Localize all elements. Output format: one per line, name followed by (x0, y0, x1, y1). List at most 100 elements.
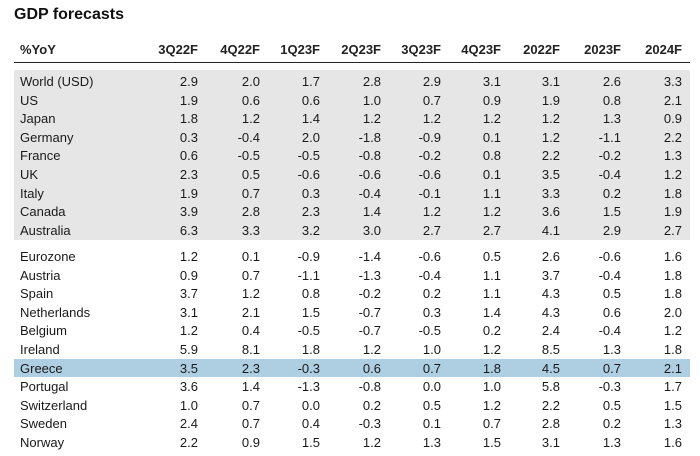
col-header-2024f: 2024F (645, 42, 682, 57)
table-row-belgium: Belgium 1.2 0.4 -0.5 -0.7 -0.5 0.2 2.4 -0.4 1.2 (14, 321, 690, 340)
row-value: -1.3 (297, 379, 320, 395)
row-value: 4.5 (541, 360, 560, 376)
row-value: 1.2 (541, 111, 560, 127)
row-value: 0.6 (362, 360, 381, 376)
table-row-eurozone: Eurozone 1.2 0.1 -0.9 -1.4 -0.6 0.5 2.6 -0.6 1.6 (14, 247, 690, 266)
row-value: 2.3 (179, 167, 198, 182)
row-value: 0.1 (422, 416, 441, 432)
table-row-canada: Canada 3.9 2.8 2.3 1.4 1.2 1.2 3.6 1.5 1.9 (14, 202, 690, 221)
row-value: -1.1 (297, 267, 320, 283)
row-label: World (USD) (20, 74, 94, 89)
row-value: 1.2 (422, 111, 441, 127)
row-value: 0.9 (663, 111, 682, 127)
row-value: 1.2 (241, 111, 260, 127)
col-header-4q23f: 4Q23F (461, 42, 501, 57)
row-value: -0.8 (358, 379, 381, 395)
row-value: 1.3 (422, 435, 441, 450)
row-value: -1.3 (358, 267, 381, 283)
row-value: -0.4 (598, 323, 621, 339)
table-row-netherlands: Netherlands 3.1 2.1 1.5 -0.7 0.3 1.4 4.3 0.6 2.0 (14, 303, 690, 322)
row-value: 1.3 (602, 435, 621, 450)
row-value: 0.7 (482, 416, 501, 432)
row-value: -0.5 (297, 323, 320, 339)
row-value: 1.6 (663, 435, 682, 450)
row-value: 0.2 (422, 286, 441, 302)
row-value: -1.1 (598, 129, 621, 145)
row-value: -0.2 (598, 148, 621, 164)
row-value: 2.2 (663, 129, 682, 145)
row-value: 1.5 (482, 435, 501, 450)
row-value: 1.2 (482, 204, 501, 220)
row-value: 1.0 (422, 342, 441, 357)
row-value: 0.3 (179, 129, 198, 145)
row-value: 3.3 (663, 74, 682, 89)
row-value: 0.9 (482, 92, 501, 108)
col-header-1q23f: 1Q23F (280, 42, 320, 57)
row-value: 0.7 (602, 360, 621, 376)
row-value: 2.8 (541, 416, 560, 432)
row-label: Japan (20, 111, 56, 127)
row-value: 1.0 (482, 379, 501, 395)
row-label: Austria (20, 267, 61, 283)
row-value: 1.6 (663, 249, 682, 264)
row-value: 0.1 (482, 167, 501, 182)
row-value: 4.1 (541, 222, 560, 238)
group1-band (14, 70, 690, 240)
row-value: 1.4 (301, 111, 320, 127)
row-label: Netherlands (20, 304, 91, 320)
row-value: 2.6 (541, 249, 560, 264)
row-value: 1.8 (663, 286, 682, 302)
table-row-japan: Japan 1.8 1.2 1.4 1.2 1.2 1.2 1.2 1.3 0.9 (14, 109, 690, 128)
row-value: 0.6 (602, 304, 621, 320)
row-value: -0.6 (598, 249, 621, 264)
row-value: 3.1 (541, 74, 560, 89)
row-value: -0.5 (237, 148, 260, 164)
header-divider (14, 62, 690, 63)
row-value: 0.3 (422, 304, 441, 320)
row-label: Belgium (20, 323, 67, 339)
row-value: 3.7 (541, 267, 560, 283)
row-value: 0.8 (301, 286, 320, 302)
row-value: 3.1 (482, 74, 501, 89)
row-value: 1.0 (362, 92, 381, 108)
row-value: 3.2 (301, 222, 320, 238)
row-value: -0.6 (358, 167, 381, 182)
row-value: 2.7 (663, 222, 682, 238)
row-label: US (20, 92, 39, 108)
col-header-4q22f: 4Q22F (220, 42, 260, 57)
row-value: 5.9 (179, 342, 198, 357)
row-value: 0.7 (241, 267, 260, 283)
table-row-norway: Norway 2.2 0.9 1.5 1.2 1.3 1.5 3.1 1.3 1.6 (14, 433, 690, 452)
row-value: 3.3 (541, 185, 560, 201)
row-value: 3.0 (362, 222, 381, 238)
col-header-3q23f: 3Q23F (401, 42, 441, 57)
row-value: 2.7 (422, 222, 441, 238)
table-row-switzerland: Switzerland 1.0 0.7 0.0 0.2 0.5 1.2 2.2 0.5 1.5 (14, 396, 690, 415)
row-value: 2.0 (301, 129, 320, 145)
row-value: 2.1 (241, 304, 260, 320)
row-value: 2.8 (362, 74, 381, 89)
row-value: 1.8 (482, 360, 501, 376)
table-row-spain: Spain 3.7 1.2 0.8 -0.2 0.2 1.1 4.3 0.5 1.8 (14, 284, 690, 303)
row-value: 1.3 (663, 148, 682, 164)
row-value: 2.2 (541, 148, 560, 164)
row-value: 0.4 (241, 323, 260, 339)
row-value: 0.4 (301, 416, 320, 432)
row-value: 1.5 (602, 204, 621, 220)
row-label: Italy (20, 185, 44, 201)
row-value: 0.5 (241, 167, 260, 182)
row-label: Switzerland (20, 397, 88, 413)
row-value: -0.2 (418, 148, 441, 164)
row-value: -1.4 (358, 249, 381, 264)
row-value: 1.3 (663, 416, 682, 432)
row-value: 1.2 (241, 286, 260, 302)
row-value: 1.2 (422, 204, 441, 220)
row-value: 1.3 (602, 111, 621, 127)
table-row-france: France 0.6 -0.5 -0.5 -0.8 -0.2 0.8 2.2 -0.2 1.3 (14, 146, 690, 165)
table-row-us: US 1.9 0.6 0.6 1.0 0.7 0.9 1.9 0.8 2.1 (14, 91, 690, 110)
row-value: 1.0 (179, 397, 198, 413)
row-value: -0.3 (297, 360, 320, 376)
row-value: -0.1 (418, 185, 441, 201)
row-value: 3.3 (241, 222, 260, 238)
row-value: 0.2 (482, 323, 501, 339)
